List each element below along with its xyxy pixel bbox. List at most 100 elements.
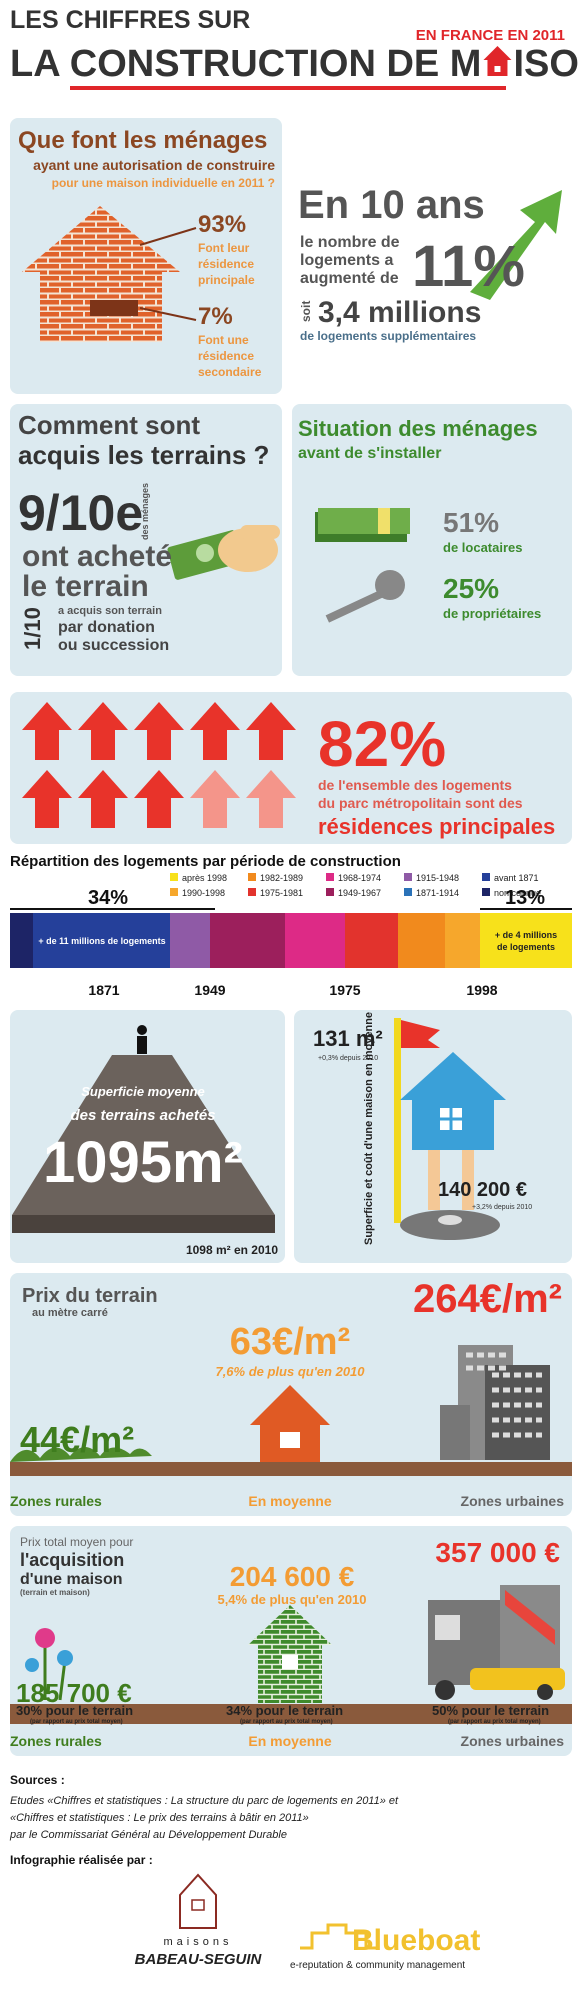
share-pct: 30% pour le terrain <box>16 1703 133 1718</box>
moyenne-price: 63€/m² <box>230 1321 350 1363</box>
key-icon-part <box>325 589 384 623</box>
prix-total-scene-part <box>248 1605 332 1645</box>
stat-label: Font une <box>198 333 249 347</box>
maison-cost: 140 200 € <box>438 1179 527 1201</box>
rural-price: 185 700 € <box>16 1678 132 1708</box>
legend-swatch <box>482 888 490 896</box>
sources-title: Sources : <box>10 1773 65 1787</box>
legend-label: 1990-1998 <box>182 888 225 898</box>
zone-label: Zones urbaines <box>461 1733 565 1749</box>
prix-terrain-scene-part <box>10 1447 152 1462</box>
bar-note: + de 11 millions de logements <box>38 936 165 946</box>
header-tag: EN FRANCE EN 2011 <box>416 27 565 44</box>
arrow-icon <box>190 702 240 760</box>
growth-pct: 11% <box>412 234 525 299</box>
legend-swatch <box>404 873 412 881</box>
bar-segment <box>285 913 345 968</box>
legend-swatch <box>482 873 490 881</box>
prix-total-scene-part <box>537 1684 553 1700</box>
legend-label: non connue <box>494 888 541 898</box>
logo-house-part <box>191 1899 205 1911</box>
bought-line: ont acheté <box>22 540 172 573</box>
donation-line: a acquis son terrain <box>58 605 162 617</box>
zone-label: En moyenne <box>248 1733 331 1749</box>
arrow-icon <box>78 702 128 760</box>
brick-house-part <box>90 300 138 316</box>
terrain-road-part <box>137 1025 147 1035</box>
panel <box>10 404 282 676</box>
arrow-icon <box>190 770 240 828</box>
period-bar <box>10 913 572 968</box>
big-fraction: 9/10e <box>18 485 143 541</box>
header-underline <box>70 86 506 90</box>
legend-label: avant 1871 <box>494 873 539 883</box>
prix-total-scene-part <box>435 1615 460 1640</box>
prix-total-scene-part <box>282 1655 298 1669</box>
prix-terrain-scene-part <box>10 1462 572 1476</box>
key-icon <box>325 570 405 623</box>
arrow-icons <box>22 702 296 828</box>
bar-segment <box>480 913 572 968</box>
situation-pct: 51% <box>443 507 499 538</box>
prix-total-scene-part <box>10 1704 572 1724</box>
stat-label: principale <box>198 273 255 287</box>
total-title: Prix total moyen pour <box>20 1535 133 1549</box>
bar-segment <box>210 913 285 968</box>
share-note: (par rapport au prix total moyen) <box>448 1719 541 1725</box>
key-icon-part <box>375 570 405 600</box>
house-pole-part <box>462 1150 474 1210</box>
year-label: 1998 <box>466 982 497 998</box>
panel-title: acquis les terrains ? <box>18 440 269 470</box>
legend-label: 1871-1914 <box>416 888 459 898</box>
growth-line: logements a <box>300 252 393 269</box>
arrow-icon <box>134 770 184 828</box>
urbain-price: 357 000 € <box>435 1537 560 1568</box>
prix-total-scene-part <box>505 1590 555 1645</box>
stat-label: Font leur <box>198 241 250 255</box>
house-pole-part <box>400 1052 506 1100</box>
moyenne-price: 204 600 € <box>230 1561 355 1592</box>
zone-label: Zones rurales <box>10 1733 102 1749</box>
panel-title: Situation des ménages <box>298 416 538 441</box>
situation-label: de locataires <box>443 540 523 555</box>
total-title: (terrain et maison) <box>20 1588 90 1597</box>
house-pole <box>394 1018 506 1240</box>
principales-line: de l'ensemble des logements <box>318 777 512 793</box>
stat-value: 93% <box>198 211 246 238</box>
bar-note: + de 4 millions <box>495 930 557 940</box>
logo-house-part <box>179 1873 217 1929</box>
situation-label: de propriétaires <box>443 606 541 621</box>
house-pole-part <box>428 1150 440 1210</box>
maison-note: +3,2% depuis 2010 <box>472 1204 532 1211</box>
growth-millions: 3,4 millions <box>318 296 481 329</box>
title-house-icon-part <box>494 66 501 72</box>
green-arrow <box>470 190 562 300</box>
prix-total-scene <box>10 1585 572 1724</box>
share-pct: 34% <box>88 887 128 909</box>
prix-terrain-scene-part <box>485 1365 550 1460</box>
prix-total-scene-part <box>57 1650 73 1666</box>
legend: après 1998 1990-1998 1982-1989 1975-1981 196… <box>170 873 541 898</box>
brick-house-part <box>139 307 197 321</box>
arrow-icon <box>134 702 184 760</box>
logo-boat <box>300 1923 376 1950</box>
maison-note: +0,3% depuis 2010 <box>318 1055 378 1062</box>
prix-total-scene-part <box>470 1668 565 1690</box>
maison-vertical: Superficie et coût d'une maison en moyen… <box>363 1012 375 1245</box>
legend-swatch <box>170 873 178 881</box>
situation-pct: 25% <box>443 573 499 604</box>
title-house-icon <box>483 46 512 76</box>
moyenne-note: 5,4% de plus qu'en 2010 <box>217 1592 366 1607</box>
superficie-note: 1098 m² en 2010 <box>186 1243 278 1257</box>
panel-subtitle: ayant une autorisation de construire <box>33 157 275 173</box>
bar-segment <box>10 913 33 968</box>
legend-swatch <box>170 888 178 896</box>
title-house-icon-part <box>483 46 512 60</box>
hand-money-part <box>196 544 214 562</box>
bar-segment <box>33 913 170 968</box>
hand-money-part <box>240 525 280 539</box>
bar-segment <box>398 913 445 968</box>
house-pole-part <box>440 1108 462 1130</box>
prix-total-scene-part <box>258 1645 322 1703</box>
